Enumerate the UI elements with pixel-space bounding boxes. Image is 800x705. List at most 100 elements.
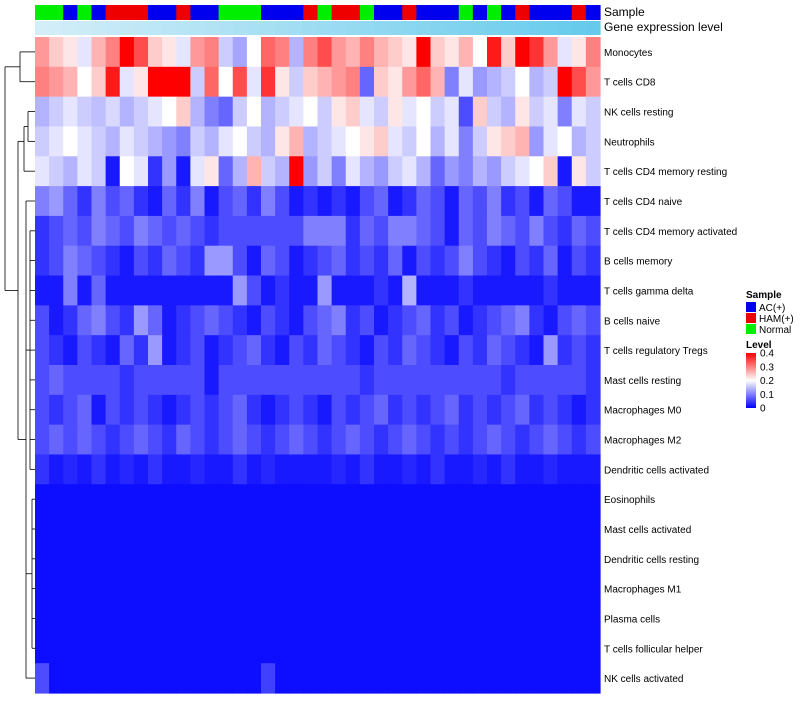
heatmap-cell: [133, 186, 149, 217]
heatmap-cell: [204, 543, 220, 575]
heatmap-cell: [105, 484, 121, 515]
heatmap-cell: [472, 663, 488, 694]
heatmap-cell: [388, 156, 403, 187]
sample-annotation-label: Sample: [604, 5, 645, 19]
expression-cell: [105, 21, 121, 35]
heatmap-cell: [359, 156, 375, 187]
heatmap-cell: [374, 126, 389, 157]
heatmap-cell: [331, 543, 347, 575]
heatmap-cell: [176, 186, 191, 217]
expression-cell: [430, 21, 446, 35]
heatmap-cell: [402, 96, 417, 128]
heatmap-cell: [91, 66, 107, 98]
row-label: Dendritic cells activated: [604, 465, 709, 476]
heatmap-cell: [303, 305, 319, 336]
heatmap-cell: [543, 543, 559, 575]
heatmap-cell: [585, 394, 601, 426]
heatmap-cell: [374, 66, 389, 98]
heatmap-cell: [444, 37, 460, 68]
heatmap-cell: [585, 514, 601, 545]
heatmap-cell: [515, 186, 530, 217]
expression-cell: [585, 21, 601, 35]
heatmap-cell: [133, 514, 149, 545]
heatmap-cell: [303, 573, 319, 605]
heatmap-cell: [543, 215, 559, 247]
heatmap-cell: [487, 573, 502, 605]
heatmap-cell: [162, 186, 177, 217]
heatmap-cell: [275, 275, 290, 306]
heatmap-cell: [35, 663, 50, 694]
heatmap-cell: [543, 484, 559, 515]
heatmap-cell: [218, 484, 234, 515]
heatmap-cell: [176, 215, 191, 247]
heatmap-cell: [190, 454, 206, 485]
heatmap-cell: [289, 66, 304, 98]
expression-cell: [261, 21, 276, 35]
heatmap-cell: [402, 335, 417, 366]
heatmap-cell: [204, 514, 220, 545]
sample-cell: [148, 5, 163, 20]
heatmap-cell: [232, 245, 248, 277]
heatmap-cell: [218, 215, 234, 247]
sample-cell: [402, 5, 417, 20]
heatmap-cell: [218, 663, 234, 694]
heatmap-cell: [218, 156, 234, 187]
heatmap-cell: [289, 126, 304, 157]
heatmap-cell: [388, 305, 403, 336]
heatmap-cell: [501, 424, 516, 456]
expression-cell: [501, 21, 516, 35]
heatmap-cell: [458, 335, 474, 366]
heatmap-cell: [77, 215, 93, 247]
heatmap-cell: [374, 335, 389, 366]
heatmap-cell: [190, 66, 206, 98]
heatmap-cell: [317, 156, 333, 187]
heatmap-cell: [303, 424, 319, 456]
heatmap-cell: [359, 245, 375, 277]
heatmap-cell: [416, 126, 432, 157]
heatmap-cell: [105, 663, 121, 694]
heatmap-cell: [218, 275, 234, 306]
heatmap-cell: [105, 573, 121, 605]
heatmap-cell: [190, 305, 206, 336]
heatmap-cell: [63, 96, 78, 128]
heatmap-cell: [557, 484, 573, 515]
heatmap-cell: [119, 633, 135, 664]
heatmap-cell: [472, 186, 488, 217]
heatmap-cell: [557, 37, 573, 68]
sample-cell: [218, 5, 234, 20]
heatmap-cell: [289, 663, 304, 694]
heatmap-cell: [388, 215, 403, 247]
heatmap-cell: [416, 275, 432, 306]
heatmap-cell: [232, 454, 248, 485]
heatmap-cell: [487, 454, 502, 485]
heatmap-cell: [232, 186, 248, 217]
expression-cell: [374, 21, 389, 35]
heatmap-cell: [91, 37, 107, 68]
heatmap-cell: [246, 275, 262, 306]
heatmap-cell: [515, 156, 530, 187]
sample-cell: [543, 5, 559, 20]
heatmap-cell: [133, 245, 149, 277]
heatmap-cell: [585, 424, 601, 456]
heatmap-cell: [246, 484, 262, 515]
row-label: Macrophages M2: [604, 436, 682, 447]
heatmap-cell: [472, 66, 488, 98]
heatmap-cell: [105, 335, 121, 366]
heatmap-cell: [35, 454, 50, 485]
heatmap-cell: [331, 335, 347, 366]
heatmap-cell: [148, 663, 163, 694]
heatmap-cell: [77, 275, 93, 306]
heatmap-cell: [289, 96, 304, 128]
expression-cell: [77, 21, 93, 35]
heatmap-cell: [133, 484, 149, 515]
heatmap-cell: [571, 663, 587, 694]
row-label: NK cells resting: [604, 108, 673, 119]
heatmap-cell: [331, 245, 347, 277]
heatmap-cell: [49, 305, 64, 336]
heatmap-cell: [402, 454, 417, 485]
heatmap-cell: [359, 186, 375, 217]
heatmap-cell: [515, 633, 530, 664]
heatmap-cell: [246, 156, 262, 187]
heatmap-cell: [105, 96, 121, 128]
heatmap-cell: [105, 633, 121, 664]
